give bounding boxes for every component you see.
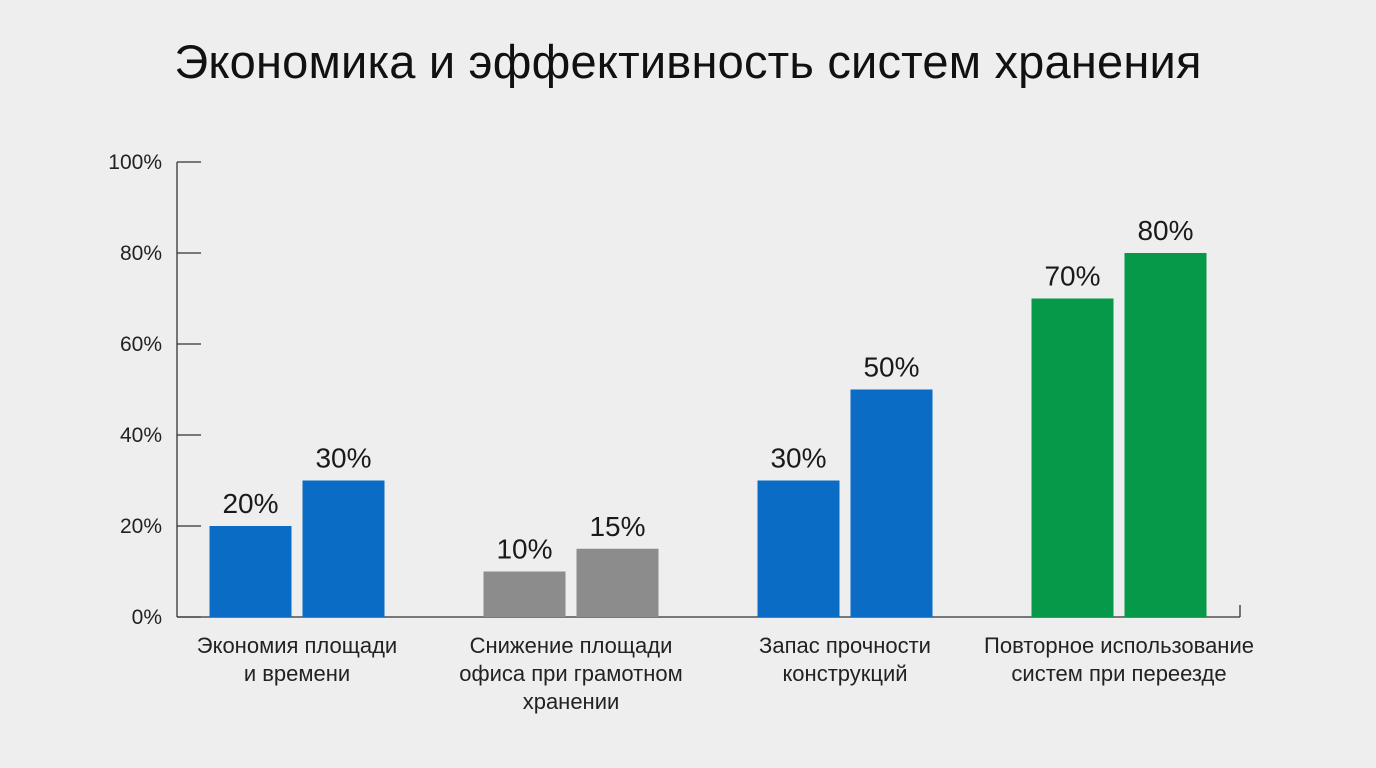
- bar-value-label: 10%: [496, 534, 552, 565]
- bar-value-label: 20%: [222, 488, 278, 519]
- bar: [1124, 253, 1207, 617]
- y-tick-label: 60%: [120, 333, 162, 356]
- category-label: Экономия площади: [197, 633, 397, 658]
- bar: [757, 480, 840, 617]
- bar: [483, 571, 566, 617]
- y-tick-label: 0%: [132, 606, 162, 629]
- category-label: хранении: [523, 689, 620, 714]
- category-label: Запас прочности: [759, 633, 931, 658]
- category-label: офиса при грамотном: [459, 661, 682, 686]
- bar-value-label: 50%: [863, 352, 919, 383]
- y-tick-label: 80%: [120, 242, 162, 265]
- bar: [850, 389, 933, 617]
- y-tick-label: 20%: [120, 515, 162, 538]
- bar: [576, 548, 659, 617]
- bar-value-label: 70%: [1044, 261, 1100, 292]
- category-label: конструкций: [782, 661, 907, 686]
- category-label: систем при переезде: [1011, 661, 1226, 686]
- bar-value-label: 30%: [770, 443, 826, 474]
- bar: [302, 480, 385, 617]
- bar-value-label: 15%: [589, 511, 645, 542]
- y-tick-label: 40%: [120, 424, 162, 447]
- chart-title: Экономика и эффективность систем хранени…: [174, 35, 1202, 88]
- y-tick-label: 100%: [108, 151, 162, 174]
- bar: [209, 526, 292, 617]
- category-label: Повторное использование: [984, 633, 1254, 658]
- bar: [1031, 298, 1114, 617]
- bar-value-label: 30%: [315, 443, 371, 474]
- category-label: и времени: [244, 661, 350, 686]
- category-label: Снижение площади: [470, 633, 673, 658]
- bar-value-label: 80%: [1137, 215, 1193, 246]
